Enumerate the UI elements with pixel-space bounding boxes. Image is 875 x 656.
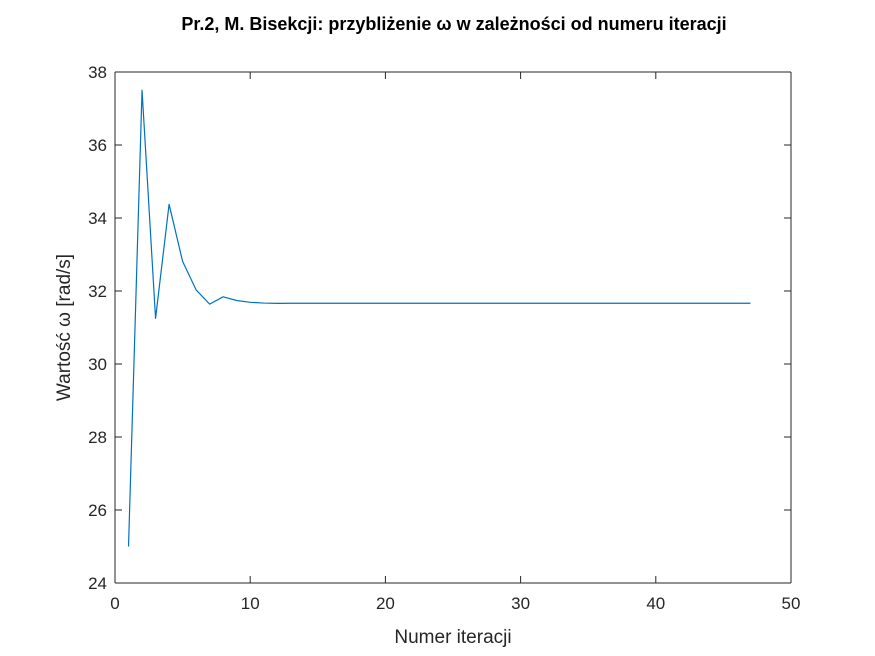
x-tick-label: 10: [241, 594, 260, 613]
ticks-layer: 0 10 20 30 40 50 24 26 28 30 32 34 36 38: [88, 63, 800, 613]
x-tick-label: 20: [376, 594, 395, 613]
y-tick-label: 26: [88, 501, 107, 520]
y-tick-label: 30: [88, 355, 107, 374]
y-tick-label: 28: [88, 428, 107, 447]
x-tick-label: 30: [511, 594, 530, 613]
y-tick-label: 38: [88, 63, 107, 82]
x-tick-label: 50: [782, 594, 801, 613]
series-line: [127, 89, 751, 547]
x-tick-label: 0: [110, 594, 119, 613]
x-tick-label: 40: [646, 594, 665, 613]
y-axis-label: Wartość ω [rad/s]: [54, 254, 75, 401]
y-tick-label: 34: [88, 209, 107, 228]
series-layer: [127, 89, 751, 547]
y-tick-label: 32: [88, 282, 107, 301]
x-axis-label: Numer iteracji: [394, 627, 511, 648]
chart-title: Pr.2, M. Bisekcji: przybliżenie ω w zale…: [181, 14, 726, 34]
y-tick-label: 36: [88, 136, 107, 155]
plot-area: [115, 72, 791, 583]
y-tick-label: 24: [88, 574, 107, 593]
axes-frame: [114, 71, 792, 584]
